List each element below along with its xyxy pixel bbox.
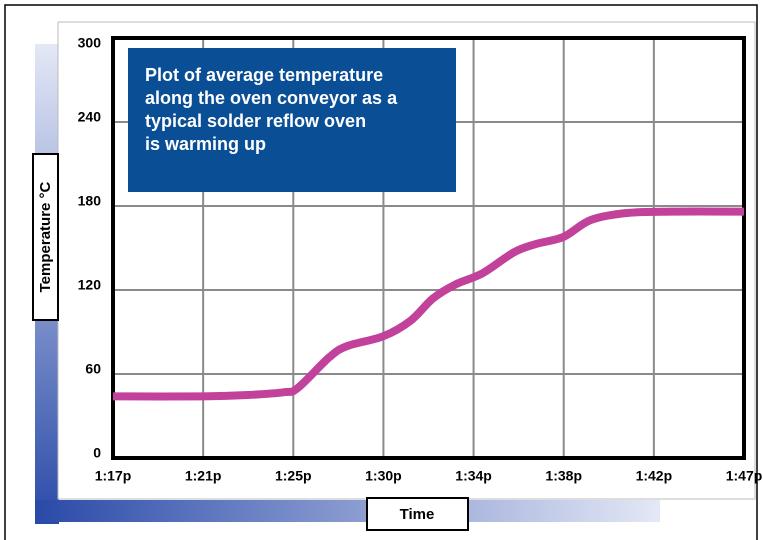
y-tick-label: 300 — [78, 35, 102, 51]
x-axis-label: Time — [400, 506, 435, 523]
x-tick-label: 1:25p — [275, 468, 312, 484]
annotation-line: is warming up — [145, 134, 266, 154]
x-tick-label: 1:30p — [365, 468, 402, 484]
frame — [4, 4, 758, 540]
y-tick-label: 120 — [78, 277, 102, 293]
plot: 0 60 120 180 240 300 1:17p 1:21p 1:25p 1:30p 1:34p… — [78, 35, 763, 484]
x-tick-label: 1:38p — [545, 468, 582, 484]
annotation-box — [128, 48, 456, 192]
annotation-line: typical solder reflow oven — [145, 111, 366, 131]
annotation: Plot of average temperature along the ove… — [145, 65, 398, 154]
plot-border — [111, 36, 746, 460]
annotation-line: along the oven conveyor as a — [145, 88, 398, 108]
y-tick-label: 240 — [78, 109, 102, 125]
temperature-line — [112, 207, 745, 401]
y-label-box — [32, 153, 59, 321]
x-label-box — [366, 497, 469, 531]
x-tick-label: 1:34p — [455, 468, 492, 484]
annotation-line: Plot of average temperature — [145, 65, 383, 85]
shadow-bottom — [35, 500, 660, 522]
x-tick-label: 1:21p — [185, 468, 222, 484]
y-tick-label: 60 — [85, 361, 101, 377]
y-axis-label: Temperature °C — [37, 181, 54, 292]
x-tick-label: 1:17p — [95, 468, 132, 484]
y-tick-label: 180 — [78, 193, 102, 209]
x-tick-label: 1:42p — [636, 468, 673, 484]
y-tick-label: 0 — [93, 445, 101, 461]
x-tick-label: 1:47p — [726, 468, 763, 484]
